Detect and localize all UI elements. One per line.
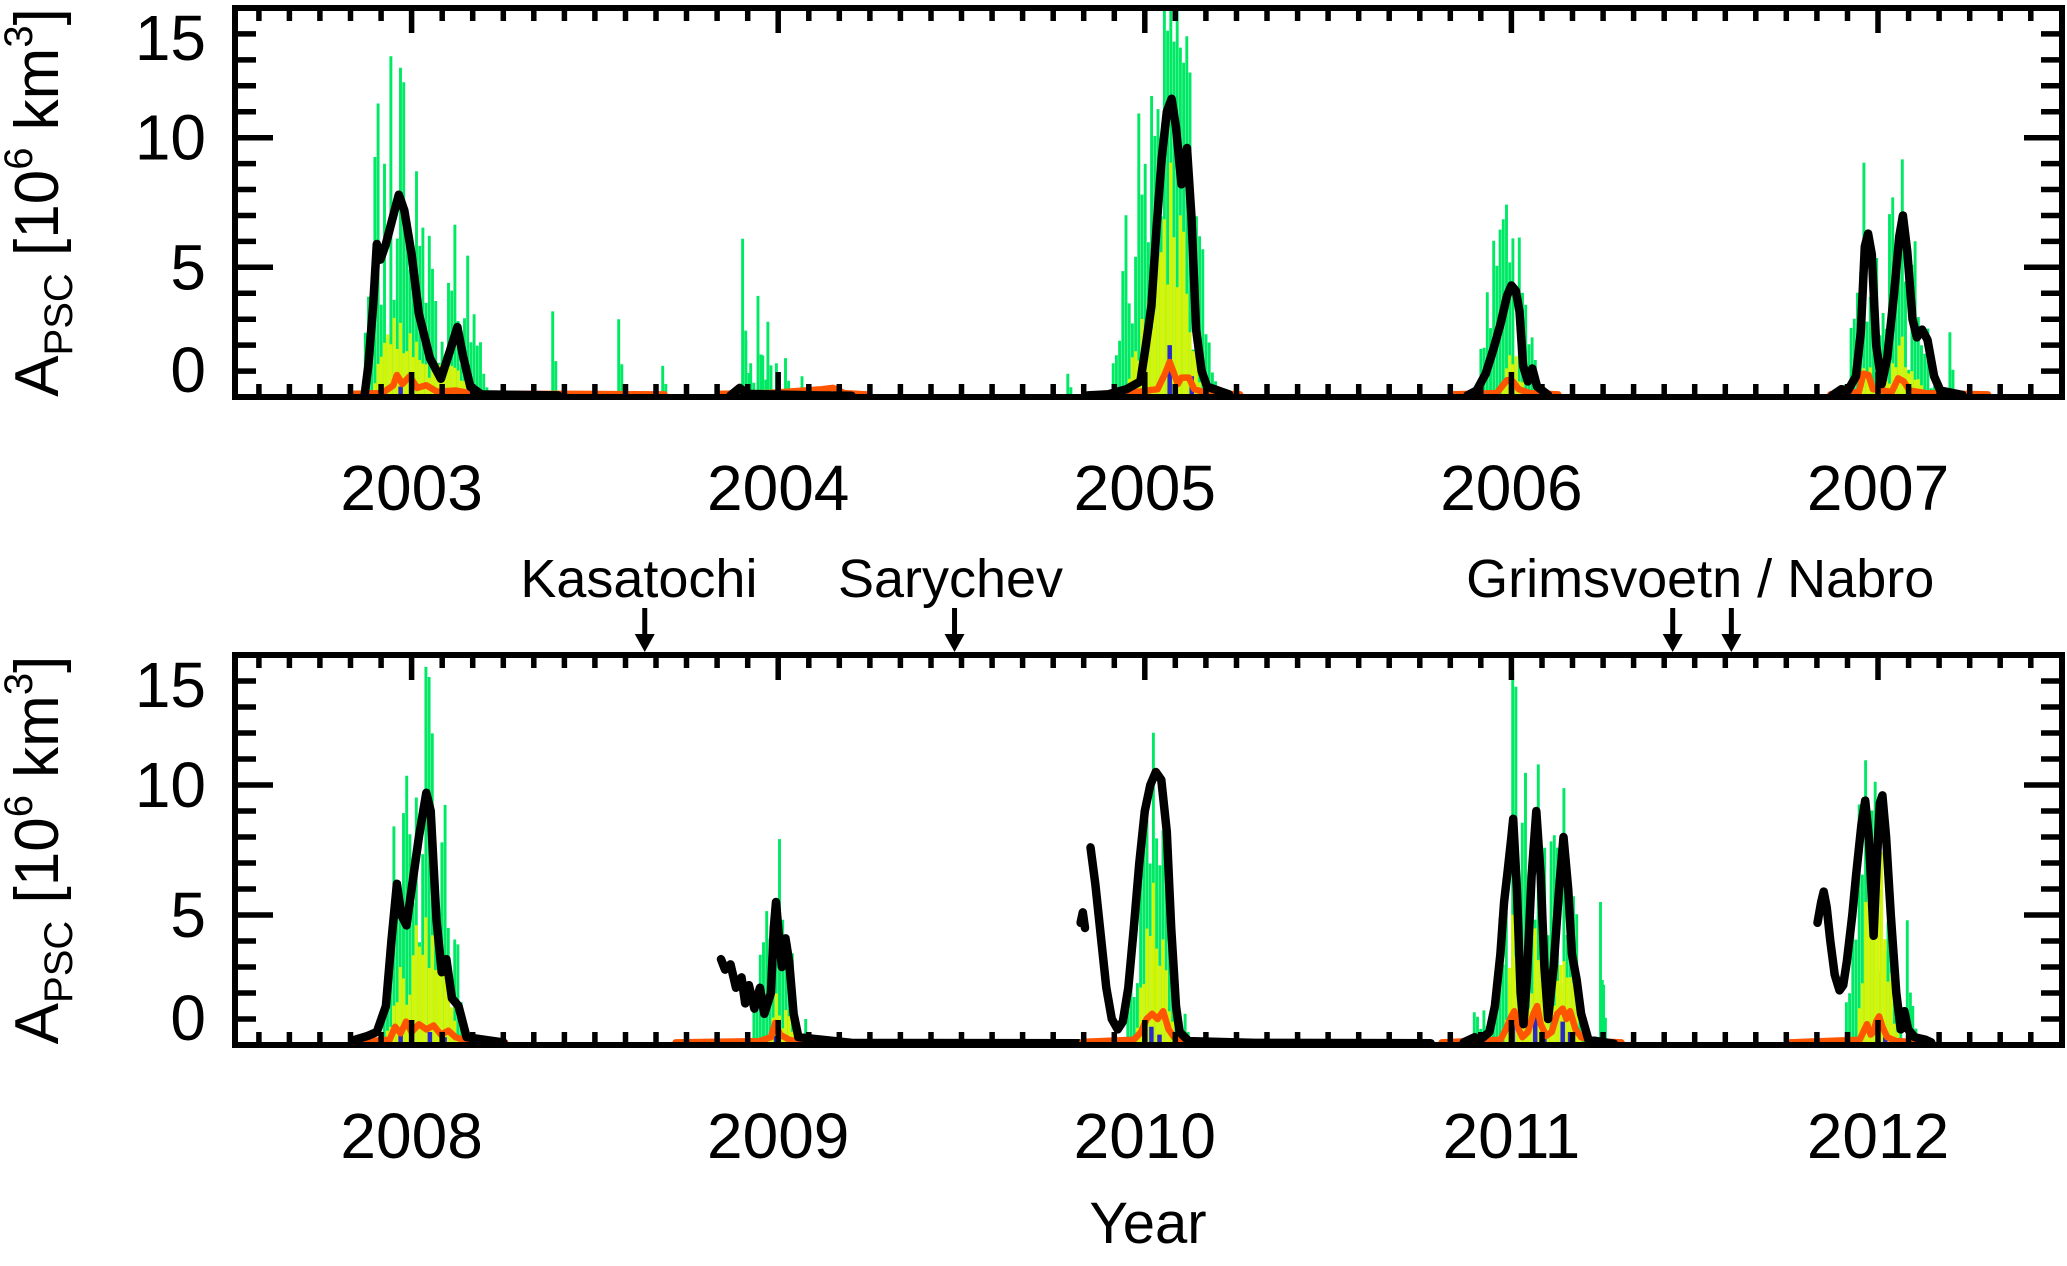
- black-mean-line: [1459, 806, 1619, 1045]
- black-mean-line: [1827, 211, 1967, 397]
- black-mean-line: [716, 897, 1084, 1045]
- y-axis-title-part: [10: [3, 817, 72, 920]
- year-label: 2003: [340, 452, 482, 524]
- y-tick-label: 5: [170, 231, 206, 303]
- y-axis-title: APSC [106 km3]: [0, 8, 81, 397]
- y-axis-title-part: km: [3, 695, 72, 795]
- black-mean-line: [1083, 94, 1234, 397]
- black-mean-line: [1463, 281, 1553, 397]
- black-mean-line: [1086, 767, 1435, 1045]
- y-axis-title-part: 6: [0, 148, 41, 170]
- year-label: 2006: [1440, 452, 1582, 524]
- axis-ticks: [235, 5, 2062, 400]
- orange-line: [1786, 1013, 1933, 1045]
- y-axis-title-part: [10: [3, 170, 72, 273]
- y-axis-title-part: 3: [0, 25, 41, 47]
- black-mean-line: [1813, 791, 1936, 1045]
- eruption-arrow-icon: [1721, 634, 1742, 652]
- eruption-arrow-icon: [634, 634, 655, 652]
- panel-data: [347, 8, 1992, 397]
- y-axis-title-part: ]: [3, 8, 72, 25]
- yellow-area: [1857, 852, 1900, 1045]
- y-tick-label: 10: [135, 102, 206, 174]
- y-axis-title-part: PSC: [37, 921, 81, 1003]
- green-area: [741, 238, 807, 397]
- year-label: 2011: [1443, 1100, 1581, 1172]
- black-mean-line: [360, 190, 563, 397]
- y-axis-title-part: PSC: [37, 273, 81, 355]
- panel-data: [350, 666, 1936, 1045]
- orange-line: [350, 1018, 509, 1045]
- eruption-arrow-icon: [944, 634, 965, 652]
- eruption-label: Sarychev: [838, 549, 1063, 609]
- black-mean-line: [1076, 908, 1090, 933]
- top-panel: 0 5 10 15 2003 2004 2005 2006 2007 APSC [106 km3]: [0, 2, 2065, 524]
- year-label: 2008: [340, 1100, 482, 1172]
- y-axis-title-part: A: [3, 1002, 72, 1044]
- eruption-label: Grimsvoetn / Nabro: [1466, 549, 1934, 609]
- y-tick-label: 0: [170, 982, 206, 1054]
- bottom-panel: 0 5 10 15 2008 2009 2010 2011 2012 APSC [106 km3]…: [0, 549, 2065, 1172]
- eruption-label: Kasatochi: [520, 549, 757, 609]
- year-label: 2012: [1807, 1100, 1949, 1172]
- x-axis-title: Year: [1089, 1191, 1206, 1256]
- year-label: 2004: [707, 452, 849, 524]
- year-label: 2010: [1074, 1100, 1216, 1172]
- y-axis-title: APSC [106 km3]: [0, 656, 81, 1045]
- panel-frame: [232, 5, 2065, 400]
- orange-line: [1438, 1002, 1625, 1045]
- eruption-arrow-icon: [1662, 634, 1683, 652]
- year-label: 2005: [1074, 452, 1216, 524]
- orange-line: [1827, 370, 1992, 397]
- y-axis-title-part: ]: [3, 656, 72, 673]
- y-tick-label: 10: [135, 749, 206, 821]
- y-tick-label: 5: [170, 879, 206, 951]
- y-tick-label: 15: [135, 649, 206, 721]
- y-axis-title-part: 3: [0, 673, 41, 695]
- y-tick-label: 15: [135, 2, 206, 74]
- y-axis-title-part: 6: [0, 795, 41, 817]
- panel-frame: [232, 652, 2065, 1048]
- y-axis-title-part: km: [3, 48, 72, 148]
- axis-ticks: [235, 652, 2062, 1048]
- orange-line: [1095, 358, 1244, 397]
- black-mean-line: [350, 788, 508, 1045]
- y-axis-title-part: A: [3, 355, 72, 397]
- year-label: 2007: [1807, 452, 1949, 524]
- y-tick-label: 0: [170, 334, 206, 406]
- year-label: 2009: [707, 1100, 849, 1172]
